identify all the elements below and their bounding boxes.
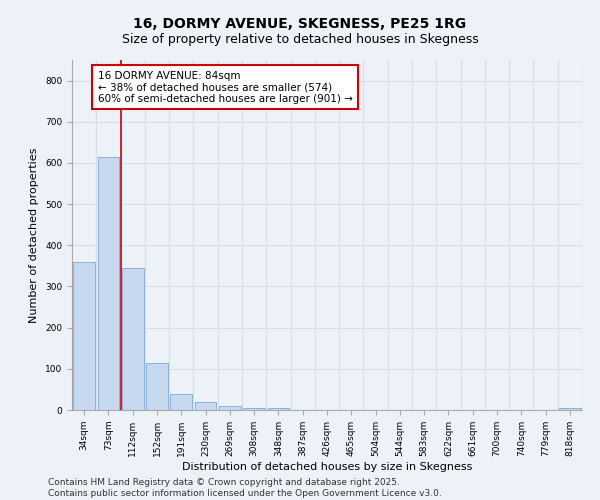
Bar — [73, 262, 95, 410]
Text: Size of property relative to detached houses in Skegness: Size of property relative to detached ho… — [122, 32, 478, 46]
Y-axis label: Number of detached properties: Number of detached properties — [29, 148, 40, 322]
Bar — [559, 408, 581, 410]
Bar — [243, 408, 265, 410]
Bar — [268, 408, 289, 410]
Bar — [219, 406, 241, 410]
Text: Contains HM Land Registry data © Crown copyright and database right 2025.
Contai: Contains HM Land Registry data © Crown c… — [48, 478, 442, 498]
Bar — [170, 394, 192, 410]
Text: 16 DORMY AVENUE: 84sqm
← 38% of detached houses are smaller (574)
60% of semi-de: 16 DORMY AVENUE: 84sqm ← 38% of detached… — [97, 70, 352, 104]
Bar — [122, 268, 143, 410]
Text: 16, DORMY AVENUE, SKEGNESS, PE25 1RG: 16, DORMY AVENUE, SKEGNESS, PE25 1RG — [133, 18, 467, 32]
X-axis label: Distribution of detached houses by size in Skegness: Distribution of detached houses by size … — [182, 462, 472, 471]
Bar — [146, 362, 168, 410]
Bar — [97, 157, 119, 410]
Bar — [194, 402, 217, 410]
